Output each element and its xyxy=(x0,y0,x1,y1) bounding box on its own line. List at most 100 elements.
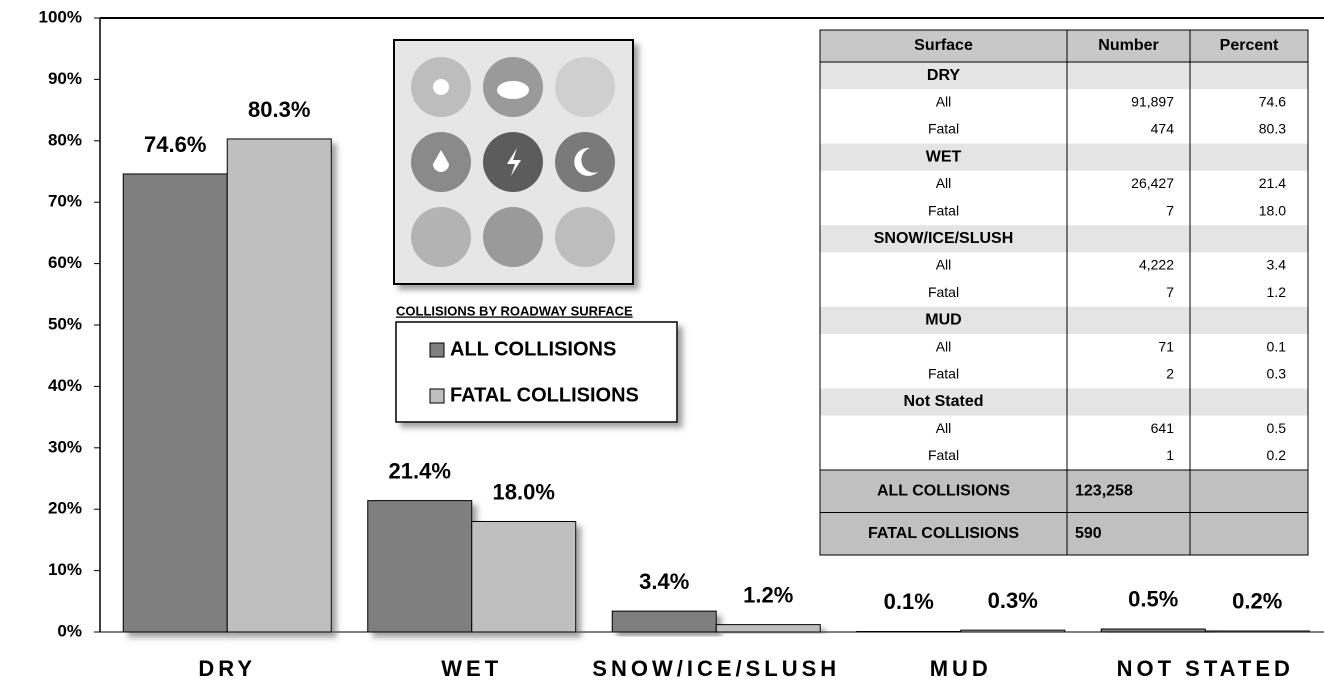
x-tick-label: SNOW/ICE/SLUSH xyxy=(592,656,840,681)
bar xyxy=(471,520,577,633)
bar xyxy=(715,624,821,633)
bar xyxy=(960,629,1066,633)
table-cell xyxy=(820,334,1067,362)
x-tick-label: NOT STATED xyxy=(1117,656,1294,681)
table-cell xyxy=(1190,279,1308,307)
table-cell xyxy=(1190,62,1308,90)
value-label: 0.1% xyxy=(884,589,934,614)
table-cell xyxy=(1067,334,1190,362)
table-cell xyxy=(1067,143,1190,171)
table-cell xyxy=(1190,334,1308,362)
table-value: 2 xyxy=(1166,366,1174,382)
y-tick-label: 100% xyxy=(39,7,82,26)
table-value: 1.2 xyxy=(1267,284,1287,300)
legend-swatch xyxy=(429,388,445,404)
table-row-label: Fatal xyxy=(928,284,959,300)
table-header: Surface xyxy=(914,37,973,54)
table-cell xyxy=(1067,62,1190,90)
table-cell xyxy=(1067,89,1190,117)
table-row-label: All xyxy=(936,420,952,436)
table-total: 123,258 xyxy=(1075,482,1133,499)
legend-label: FATAL COLLISIONS xyxy=(450,384,639,406)
table-row-label: Fatal xyxy=(928,366,959,382)
value-label: 74.6% xyxy=(144,132,206,157)
table-category: Not Stated xyxy=(904,393,984,410)
table-category: MUD xyxy=(925,312,961,329)
bar xyxy=(611,610,717,633)
bar xyxy=(1204,630,1310,633)
value-label: 0.3% xyxy=(988,588,1038,613)
table-value: 474 xyxy=(1151,121,1175,137)
table-header: Number xyxy=(1098,37,1158,54)
legend-box xyxy=(395,321,678,423)
table-total: ALL COLLISIONS xyxy=(877,482,1010,499)
table-value: 641 xyxy=(1151,420,1175,436)
table-total: 590 xyxy=(1075,525,1102,542)
table-category: SNOW/ICE/SLUSH xyxy=(874,230,1014,247)
table-cell xyxy=(1067,198,1190,226)
y-tick-label: 30% xyxy=(48,437,82,456)
table-value: 71 xyxy=(1158,338,1174,354)
table-cell xyxy=(819,29,1068,63)
table-value: 7 xyxy=(1166,284,1174,300)
table-cell xyxy=(1190,116,1308,144)
table-value: 0.2 xyxy=(1267,447,1287,463)
table-row-label: Fatal xyxy=(928,121,959,137)
table-cell xyxy=(1190,361,1308,389)
table-cell xyxy=(820,306,1067,334)
table-cell xyxy=(820,361,1067,389)
table-cell xyxy=(1067,388,1190,416)
table-cell xyxy=(819,512,1068,556)
value-label: 18.0% xyxy=(493,479,555,504)
y-tick-label: 20% xyxy=(48,499,82,518)
table-row-label: Fatal xyxy=(928,202,959,218)
table-cell xyxy=(1067,116,1190,144)
table-cell xyxy=(1067,252,1190,280)
table-cell xyxy=(1189,512,1309,556)
table-cell xyxy=(1190,225,1308,253)
x-tick-label: WET xyxy=(441,656,502,681)
bar xyxy=(367,500,473,633)
table-cell xyxy=(1190,415,1308,443)
table-value: 4,222 xyxy=(1139,257,1174,273)
table-cell xyxy=(1067,361,1190,389)
y-tick-label: 60% xyxy=(48,253,82,272)
table-cell xyxy=(820,225,1067,253)
table-row-label: All xyxy=(936,94,952,110)
x-tick-label: MUD xyxy=(930,656,992,681)
bar xyxy=(856,630,962,633)
table-cell xyxy=(1190,388,1308,416)
bar xyxy=(226,138,332,633)
y-tick-label: 10% xyxy=(48,560,82,579)
legend-swatch xyxy=(429,342,445,358)
table-cell xyxy=(1066,469,1191,513)
table-cell xyxy=(820,116,1067,144)
table-cell xyxy=(1190,198,1308,226)
table-cell xyxy=(1066,512,1191,556)
table-value: 80.3 xyxy=(1259,121,1286,137)
value-label: 21.4% xyxy=(389,458,451,483)
table-value: 91,897 xyxy=(1131,94,1174,110)
y-tick-label: 40% xyxy=(48,376,82,395)
table-cell xyxy=(1067,415,1190,443)
table-cell xyxy=(820,62,1067,90)
table-value: 7 xyxy=(1166,202,1174,218)
legend-title: COLLISIONS BY ROADWAY SURFACE xyxy=(396,303,633,318)
table-cell xyxy=(820,442,1067,470)
table-cell xyxy=(1190,252,1308,280)
table-row-label: All xyxy=(936,257,952,273)
table-category: DRY xyxy=(927,67,961,84)
table-cell xyxy=(820,170,1067,198)
value-label: 1.2% xyxy=(743,582,793,607)
table-value: 0.3 xyxy=(1267,366,1287,382)
value-label: 0.2% xyxy=(1232,589,1282,614)
table-cell xyxy=(1067,442,1190,470)
table-cell xyxy=(820,143,1067,171)
y-tick-label: 80% xyxy=(48,130,82,149)
table-cell xyxy=(820,198,1067,226)
table-cell xyxy=(1190,306,1308,334)
bar xyxy=(1100,628,1206,633)
table-value: 21.4 xyxy=(1259,175,1286,191)
table-category: WET xyxy=(926,148,962,165)
